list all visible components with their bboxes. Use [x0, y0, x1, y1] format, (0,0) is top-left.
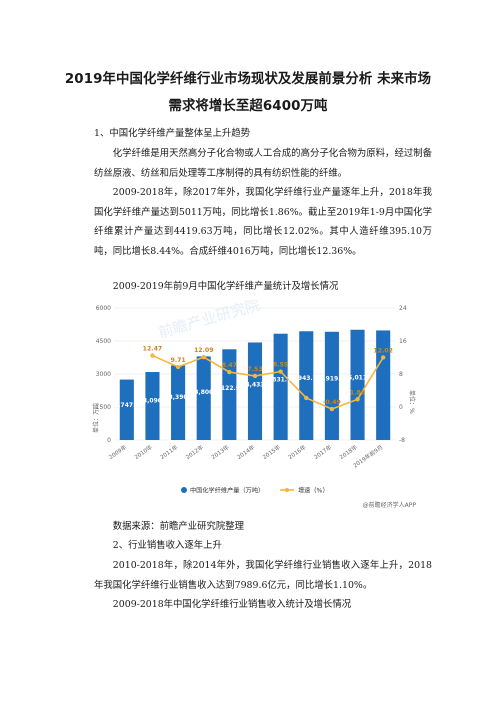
bar-value-label: 3,390 — [169, 394, 188, 401]
y-left-tick-label: 1500 — [96, 404, 111, 411]
growth-line — [152, 354, 384, 410]
bar — [350, 329, 365, 440]
y-left-tick-label: 6000 — [96, 305, 111, 312]
section2-heading: 2、行业销售收入逐年上升 — [112, 540, 222, 551]
x-tick-label: 2013年 — [210, 443, 231, 461]
legend-line-label: 增速（%） — [298, 487, 329, 495]
bar-value-label: 4,122.94 — [215, 385, 245, 392]
x-tick-label: 2015年 — [261, 443, 282, 461]
x-tick-label: 2012年 — [184, 443, 205, 461]
legend-bar-label: 中国化学纤维产量（万吨） — [190, 487, 264, 495]
section1-heading: 1、中国化学纤维产量整体呈上升趋势 — [94, 128, 250, 139]
growth-point — [252, 373, 258, 379]
chart1-caption: 2009-2019年前9月中国化学纤维产量统计及增长情况 — [112, 281, 339, 292]
x-tick-label: 2018年 — [338, 443, 359, 461]
growth-point — [175, 364, 181, 370]
bar — [119, 379, 134, 440]
y-right-tick-label: -8 — [399, 437, 405, 444]
growth-value-label: 9.71 — [170, 357, 185, 364]
legend-line-dot — [285, 488, 289, 492]
bar — [145, 372, 160, 440]
bar-value-label: 2,747.3 — [114, 402, 139, 409]
bar-value-label: 4,831.71 — [266, 377, 296, 384]
bar-value-label: 4,919.6 — [319, 375, 344, 382]
y-right-tick-label: 24 — [399, 305, 407, 312]
y-right-tick-label: 16 — [399, 338, 407, 345]
growth-value-label: 12.09 — [194, 347, 214, 354]
paragraph-2: 2009-2018年，除2017年外，我国化学纤维行业产量逐年上升，2018年我… — [94, 187, 432, 257]
bar-value-label: 4,943.74 — [291, 375, 321, 382]
paragraph-1: 化学纤维是用天然高分子化合物或人工合成的高分子化合物为原料，经过制备纺丝原液、纺… — [94, 148, 432, 179]
x-tick-label: 2016年 — [287, 443, 308, 461]
chart-svg: 前瞻产业研究院 2,747.33,0903,3903,8004,122.944,… — [92, 296, 417, 509]
bar — [171, 365, 186, 440]
bar — [324, 331, 339, 440]
growth-point — [329, 406, 335, 412]
bar — [376, 330, 391, 440]
growth-point — [227, 369, 232, 375]
growth-point — [355, 397, 360, 402]
growth-point — [201, 354, 206, 360]
y-left-tick-label: 3000 — [96, 371, 111, 378]
chart-production: 前瞻产业研究院 2,747.3 3,090 3,390 3,800 4,122.94 4,… — [90, 296, 420, 515]
y-right-tick-label: 0 — [399, 404, 403, 411]
growth-point — [380, 355, 386, 360]
x-tick-label: 2017年 — [312, 443, 333, 461]
growth-value-label: -0.49 — [323, 399, 341, 406]
bar-value-label: 5,011 — [348, 374, 367, 381]
y-right-axis-label: 单位：% — [408, 390, 416, 414]
growth-value-label: 7.53 — [247, 366, 262, 373]
growth-point — [150, 353, 155, 358]
bar — [299, 331, 314, 440]
bar — [196, 356, 211, 440]
chart-watermark: 前瞻产业研究院 — [156, 300, 262, 342]
x-tick-label: 2014年 — [235, 443, 256, 461]
bar-value-label: 3,090 — [143, 398, 162, 405]
y-right-tick-label: 8 — [399, 371, 403, 378]
growth-value-label: 12.02 — [373, 347, 393, 354]
y-left-tick-label: 4500 — [96, 338, 111, 345]
chart-legend: 中国化学纤维产量（万吨） 增速（%） — [181, 487, 329, 495]
growth-value-label: 1.86 — [350, 389, 365, 396]
source-note: 数据来源：前瞻产业研究院整理 — [112, 521, 245, 532]
bar — [247, 342, 263, 440]
legend-bar-marker — [181, 487, 187, 493]
bar-value-label: 4,433 — [246, 381, 265, 388]
x-tick-label: 2010年 — [133, 443, 154, 461]
y-left-axis-label: 单位：万吨 — [92, 403, 100, 433]
growth-value-label: 8.59 — [273, 362, 288, 369]
x-tick-label: 2011年 — [158, 443, 179, 461]
growth-value-label: 8.47 — [222, 362, 237, 369]
bar — [273, 333, 288, 440]
chart2-caption: 2009-2018年中国化学纤维行业销售收入统计及增长情况 — [112, 599, 352, 610]
chart-credit: @前瞻经济学人APP — [363, 501, 417, 509]
page-title: 2019年中国化学纤维行业市场现状及发展前景分析 未来市场需求将增长至超6400… — [64, 72, 432, 114]
growth-point — [278, 369, 283, 374]
x-tick-label: 2009年 — [107, 443, 128, 461]
growth-value-label: 12.47 — [143, 346, 163, 353]
paragraph-3: 2010-2018年，除2014年外，我国化学纤维行业销售收入逐年上升，2018… — [94, 560, 432, 591]
growth-point — [304, 395, 309, 401]
y-left-tick-label: 0 — [107, 437, 111, 444]
bar-value-label: 3,800 — [194, 389, 213, 396]
